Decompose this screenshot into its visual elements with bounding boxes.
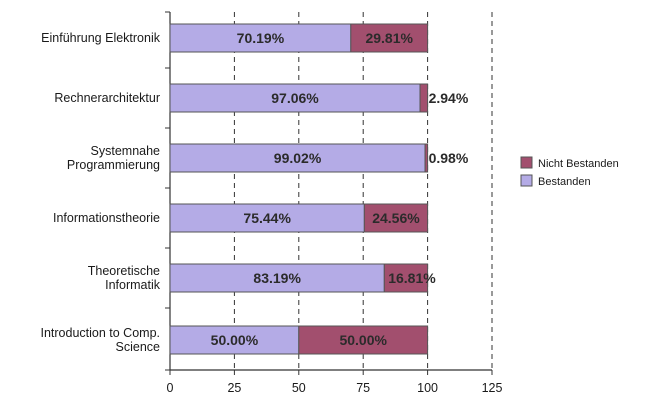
x-tick-label: 100 bbox=[417, 381, 438, 395]
value-label-nicht-bestanden: 16.81% bbox=[388, 270, 436, 286]
bar-nicht-bestanden bbox=[298, 325, 429, 355]
bar-nicht-bestanden bbox=[363, 203, 429, 233]
bar-nicht-bestanden bbox=[383, 263, 429, 293]
legend-swatch bbox=[520, 174, 533, 187]
value-label-bestanden: 83.19% bbox=[253, 270, 301, 286]
value-label-nicht-bestanden: 0.98% bbox=[429, 150, 469, 166]
x-tick-label: 75 bbox=[356, 381, 370, 395]
category-label: Informationstheorie bbox=[53, 211, 160, 225]
value-label-nicht-bestanden: 29.81% bbox=[365, 30, 413, 46]
category-labels: Einführung Elektronik Rechnerarchitektur S… bbox=[40, 31, 160, 354]
x-tick-label: 25 bbox=[227, 381, 241, 395]
value-labels: 70.19% 29.81% 97.06% 2.94% 99.02% 0.98% 75.44%… bbox=[211, 30, 469, 348]
x-tick-label: 125 bbox=[482, 381, 503, 395]
x-tick-label: 50 bbox=[292, 381, 306, 395]
legend-swatch bbox=[520, 156, 533, 169]
legend: Nicht Bestanden Bestanden bbox=[514, 150, 644, 194]
category-label: Theoretische bbox=[88, 264, 160, 278]
x-tick-label: 0 bbox=[167, 381, 174, 395]
category-label: Systemnahe bbox=[91, 144, 161, 158]
legend-label: Bestanden bbox=[538, 176, 591, 188]
value-label-bestanden: 97.06% bbox=[271, 90, 319, 106]
value-label-nicht-bestanden: 2.94% bbox=[429, 90, 469, 106]
category-label: Programmierung bbox=[67, 158, 160, 172]
value-label-bestanden: 70.19% bbox=[237, 30, 285, 46]
category-label: Einführung Elektronik bbox=[41, 31, 161, 45]
bar-nicht-bestanden bbox=[419, 83, 429, 113]
value-label-bestanden: 50.00% bbox=[211, 332, 259, 348]
value-label-nicht-bestanden: 24.56% bbox=[372, 210, 420, 226]
value-label-nicht-bestanden: 50.00% bbox=[339, 332, 387, 348]
category-label: Introduction to Comp. bbox=[40, 326, 160, 340]
bar-nicht-bestanden bbox=[350, 23, 429, 53]
gridlines bbox=[233, 12, 493, 370]
bars bbox=[169, 23, 429, 355]
legend-box bbox=[514, 150, 644, 194]
x-tick-labels: 0 25 50 75 100 125 bbox=[167, 381, 503, 395]
value-label-bestanden: 75.44% bbox=[243, 210, 291, 226]
category-label: Science bbox=[116, 340, 161, 354]
legend-label: Nicht Bestanden bbox=[538, 158, 619, 170]
bar-nicht-bestanden bbox=[424, 143, 429, 173]
category-label: Informatik bbox=[105, 278, 161, 292]
category-label: Rechnerarchitektur bbox=[54, 91, 160, 105]
value-label-bestanden: 99.02% bbox=[274, 150, 322, 166]
axes bbox=[165, 11, 493, 375]
